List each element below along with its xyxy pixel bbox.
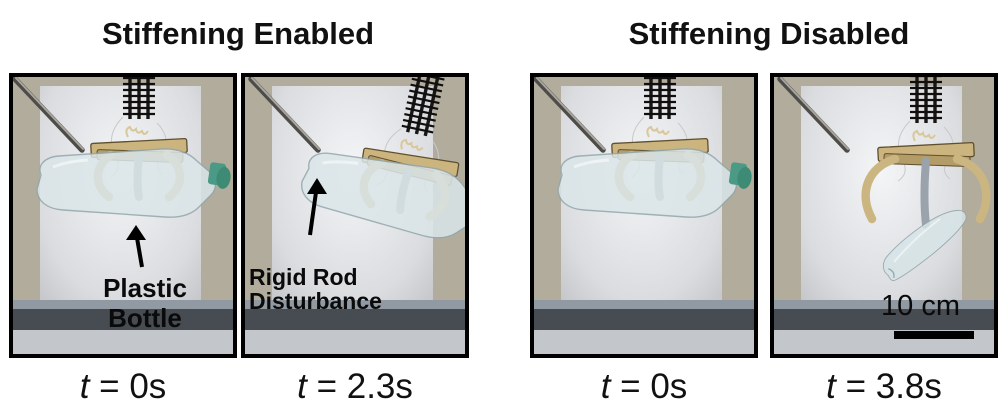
svg-text:Rigid Rod: Rigid Rod [249,264,358,290]
svg-text:Disturbance: Disturbance [249,288,382,314]
svg-text:10 cm: 10 cm [881,290,960,322]
svg-text:Bottle: Bottle [108,303,182,333]
svg-text:Plastic: Plastic [103,273,187,303]
